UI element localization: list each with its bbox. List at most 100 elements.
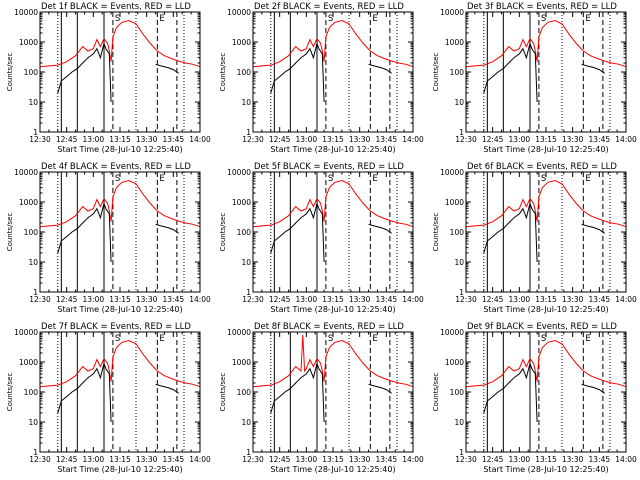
x-tick-label: 13:00 — [296, 135, 318, 144]
x-tick-label: 13:00 — [83, 135, 105, 144]
interval-end-label: E — [372, 334, 377, 344]
events-series-line — [483, 361, 538, 423]
x-tick-label: 13:30 — [562, 455, 584, 464]
events-series-line — [57, 41, 112, 103]
lld-series-line — [39, 339, 201, 388]
y-tick-label: 10000 — [14, 168, 38, 177]
y-tick-label: 100 — [450, 228, 465, 237]
interval-end-label: E — [372, 14, 377, 24]
panel-6: S E 1 10 100 1000 10000 12:30 12:45 13:00 13:15 13:… — [432, 162, 637, 314]
y-tick-label: 1 — [459, 288, 464, 297]
panel-9: S E 1 10 100 1000 10000 12:30 12:45 13:00 13:15 13:… — [432, 322, 637, 474]
x-tick-label: 13:00 — [83, 295, 105, 304]
x-tick-label: 12:30 — [242, 135, 264, 144]
y-tick-label: 100 — [237, 228, 252, 237]
x-tick-label: 13:45 — [376, 135, 398, 144]
y-tick-label: 1000 — [19, 198, 38, 207]
y-tick-label: 10 — [241, 418, 251, 427]
y-tick-label: 10000 — [14, 8, 38, 17]
x-tick-label: 12:45 — [482, 135, 504, 144]
panel-title: Det 6f BLACK = Events, RED = LLD — [467, 162, 617, 172]
panel-3: S E 1 10 100 1000 10000 12:30 12:45 13:00 13:15 13:… — [432, 2, 637, 154]
y-tick-label: 1000 — [232, 38, 251, 47]
y-tick-label: 10000 — [227, 168, 251, 177]
panel-7: S E 1 10 100 1000 10000 12:30 12:45 13:00 13:15 13:… — [6, 322, 211, 474]
interval-start-label: S — [328, 14, 333, 24]
x-tick-label: 13:30 — [562, 135, 584, 144]
y-axis-label: Counts/sec — [219, 213, 227, 252]
x-tick-label: 13:30 — [136, 135, 158, 144]
x-tick-label: 14:00 — [189, 295, 211, 304]
events-series-tail-line — [368, 63, 392, 74]
y-tick-label: 1000 — [445, 38, 464, 47]
y-tick-label: 10000 — [227, 8, 251, 17]
panel-title: Det 3f BLACK = Events, RED = LLD — [467, 2, 617, 12]
y-tick-label: 1 — [246, 448, 251, 457]
y-tick-label: 1000 — [232, 198, 251, 207]
x-tick-label: 12:45 — [482, 295, 504, 304]
y-axis-label: Counts/sec — [6, 373, 14, 412]
x-tick-label: 12:30 — [242, 295, 264, 304]
x-tick-label: 13:15 — [535, 455, 557, 464]
x-tick-label: 13:15 — [535, 295, 557, 304]
x-tick-label: 13:30 — [349, 295, 371, 304]
events-series-line — [57, 201, 112, 263]
x-tick-label: 14:00 — [402, 455, 424, 464]
x-tick-label: 13:45 — [163, 295, 185, 304]
y-tick-label: 1000 — [445, 358, 464, 367]
y-tick-label: 10000 — [440, 168, 464, 177]
y-axis-label: Counts/sec — [6, 213, 14, 252]
interval-end-label: E — [159, 14, 164, 24]
lld-series-line — [465, 339, 627, 388]
x-tick-label: 13:15 — [109, 135, 131, 144]
lld-series-line — [39, 179, 201, 228]
x-tick-label: 13:00 — [509, 135, 531, 144]
panel-title: Det 4f BLACK = Events, RED = LLD — [41, 162, 191, 172]
y-tick-label: 10 — [28, 258, 38, 267]
interval-start-label: S — [115, 14, 120, 24]
y-tick-label: 10 — [454, 98, 464, 107]
panel-title: Det 1f BLACK = Events, RED = LLD — [41, 2, 191, 12]
y-tick-label: 1000 — [19, 38, 38, 47]
interval-start-label: S — [328, 334, 333, 344]
x-tick-label: 14:00 — [615, 135, 637, 144]
interval-end-label: E — [159, 174, 164, 184]
panel-2: S E 1 10 100 1000 10000 12:30 12:45 13:00 13:15 13:… — [219, 2, 424, 154]
panel-title: Det 2f BLACK = Events, RED = LLD — [254, 2, 404, 12]
y-tick-label: 10 — [241, 98, 251, 107]
events-series-tail-line — [368, 383, 392, 394]
x-tick-label: 13:15 — [535, 135, 557, 144]
x-tick-label: 12:45 — [269, 135, 291, 144]
y-tick-label: 100 — [24, 228, 39, 237]
y-axis-label: Counts/sec — [219, 53, 227, 92]
interval-start-label: S — [541, 14, 546, 24]
x-tick-label: 14:00 — [402, 135, 424, 144]
panel-title: Det 8f BLACK = Events, RED = LLD — [254, 322, 404, 332]
x-axis-label: Start Time (28-Jul-10 12:25:40) — [57, 465, 182, 474]
x-tick-label: 13:45 — [163, 135, 185, 144]
y-tick-label: 1 — [459, 128, 464, 137]
events-series-tail-line — [581, 63, 605, 74]
y-tick-label: 100 — [450, 388, 465, 397]
y-tick-label: 10000 — [14, 328, 38, 337]
x-tick-label: 12:30 — [29, 135, 51, 144]
x-tick-label: 12:45 — [482, 455, 504, 464]
interval-end-label: E — [585, 14, 590, 24]
y-axis-label: Counts/sec — [432, 213, 440, 252]
y-tick-label: 100 — [450, 68, 465, 77]
y-axis-label: Counts/sec — [6, 53, 14, 92]
x-tick-label: 12:45 — [269, 295, 291, 304]
panel-title: Det 9f BLACK = Events, RED = LLD — [467, 322, 617, 332]
interval-start-label: S — [115, 334, 120, 344]
x-axis-label: Start Time (28-Jul-10 12:25:40) — [270, 465, 395, 474]
events-series-line — [57, 361, 112, 423]
x-tick-label: 13:00 — [296, 455, 318, 464]
events-series-line — [270, 361, 325, 423]
x-tick-label: 12:45 — [269, 455, 291, 464]
panel-title: Det 5f BLACK = Events, RED = LLD — [254, 162, 404, 172]
y-tick-label: 1 — [246, 288, 251, 297]
interval-start-label: S — [328, 174, 333, 184]
events-series-line — [270, 41, 325, 103]
x-tick-label: 12:30 — [455, 455, 477, 464]
x-tick-label: 12:30 — [29, 455, 51, 464]
